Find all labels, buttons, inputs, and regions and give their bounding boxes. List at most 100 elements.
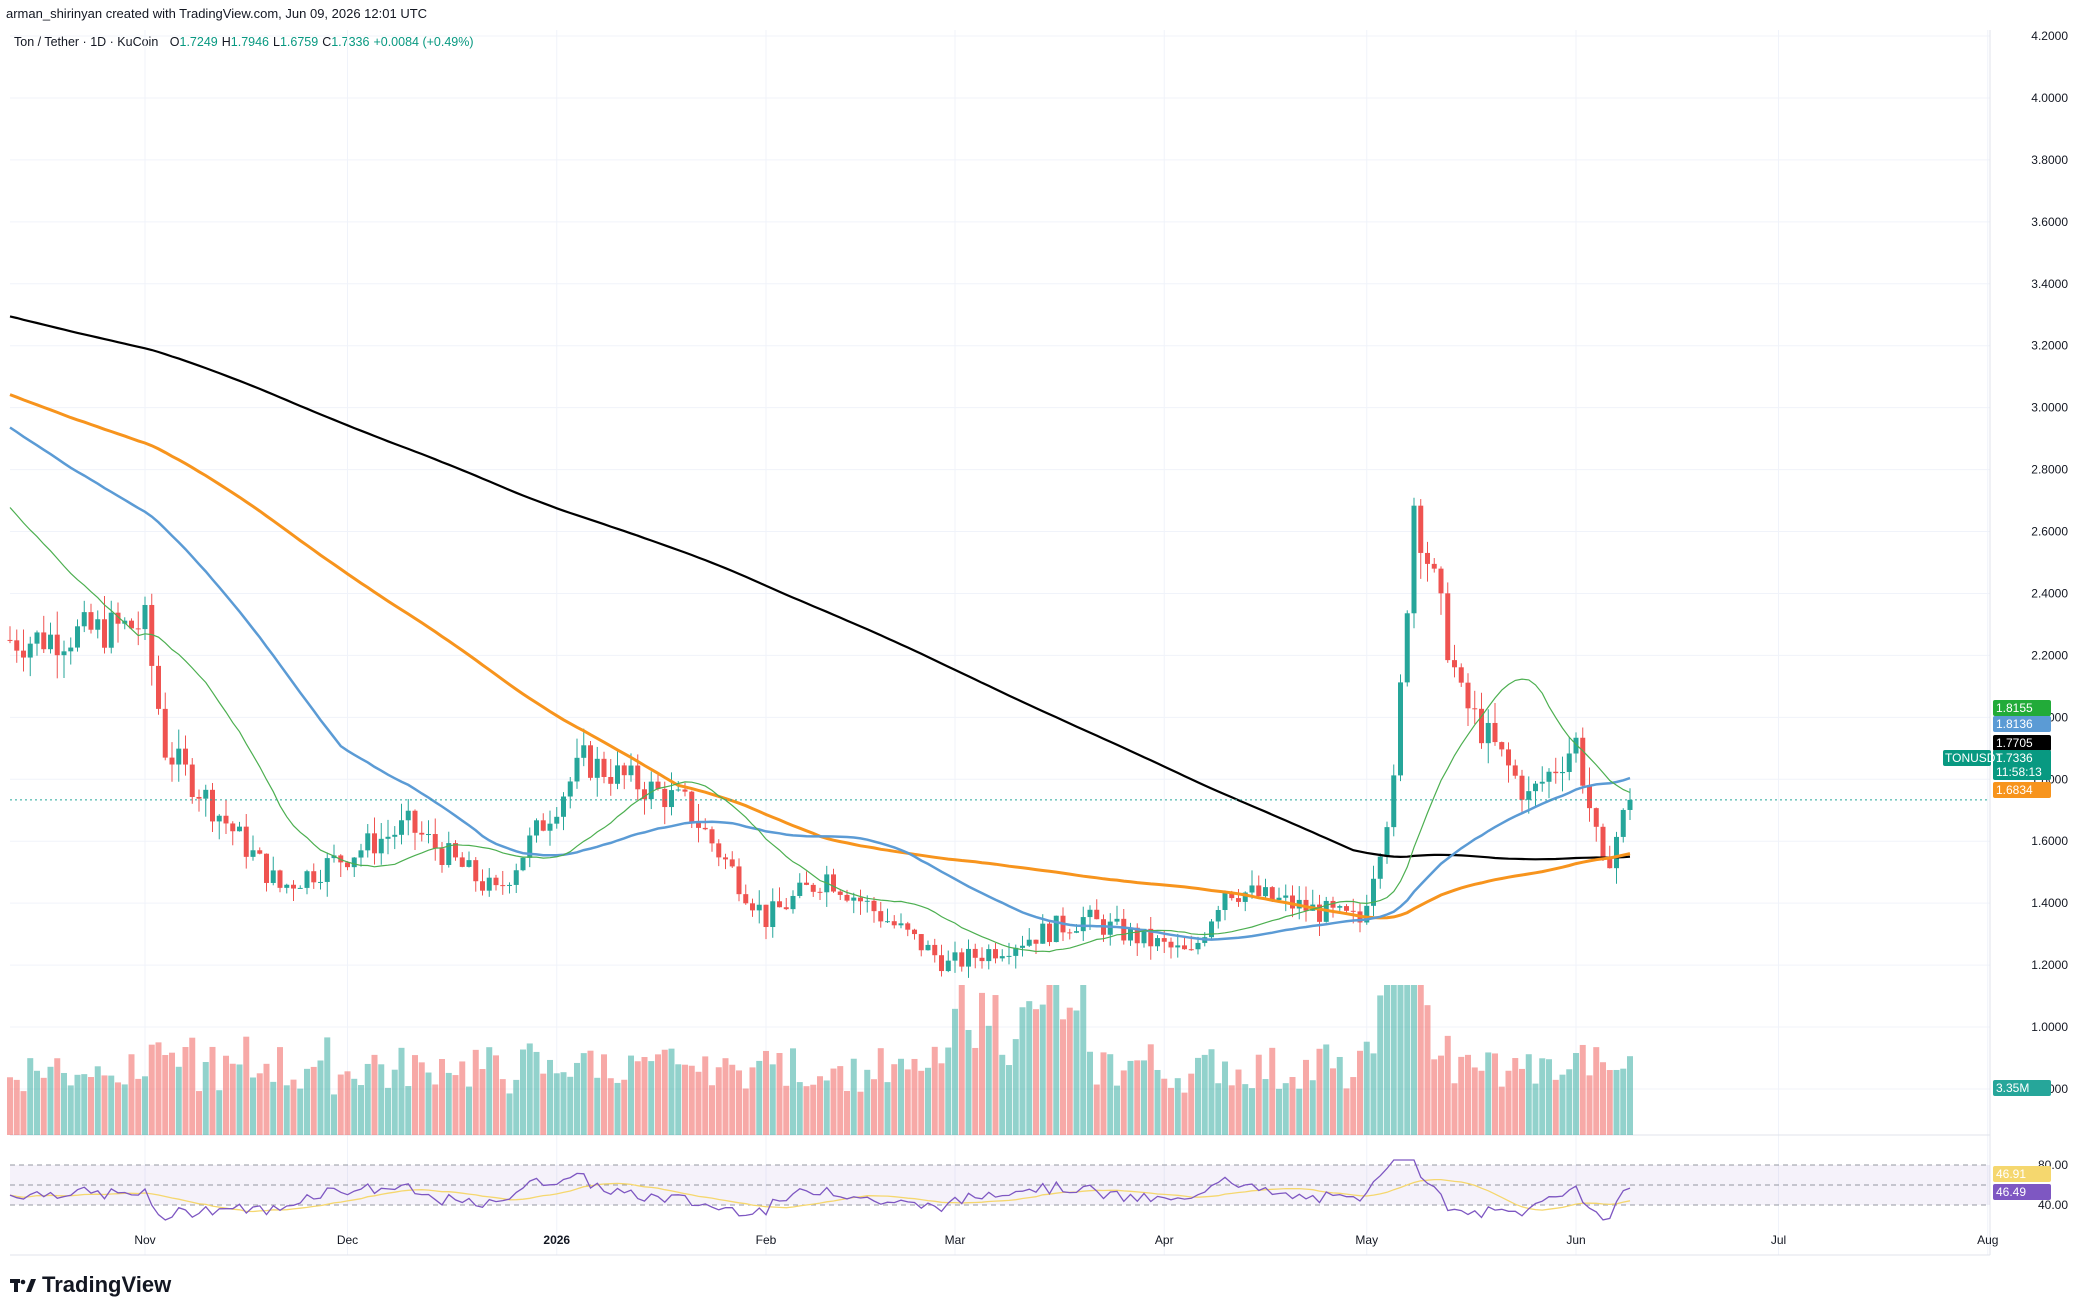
symbol-legend[interactable]: Ton / Tether · 1D · KuCoin O1.7249 H1.794… xyxy=(14,35,474,49)
volume-badge-text: 3.35M xyxy=(1996,1081,2029,1095)
candle-body xyxy=(196,796,202,799)
candle-body xyxy=(1087,909,1093,918)
volume-bar xyxy=(1606,1070,1613,1135)
candle-body xyxy=(284,884,290,888)
candles xyxy=(7,497,1633,978)
last-price-badge-bg xyxy=(1993,750,2051,780)
volume-bar xyxy=(459,1061,466,1135)
ohlc-item: O1.7249 xyxy=(169,35,218,49)
candle-body xyxy=(723,857,728,860)
volume-badge-bg xyxy=(1993,1080,2051,1096)
volume-bar xyxy=(1498,1086,1505,1135)
candle-body xyxy=(21,650,26,658)
volume-bar xyxy=(709,1085,715,1135)
candle-body xyxy=(986,949,992,962)
candle-body xyxy=(527,835,533,858)
candle-body xyxy=(689,791,695,822)
volume-bar xyxy=(277,1047,283,1135)
candle-body xyxy=(831,874,836,892)
candle-body xyxy=(54,634,60,656)
volume-bar xyxy=(466,1086,472,1135)
volume-bar xyxy=(1384,985,1390,1135)
volume-bar xyxy=(223,1055,229,1135)
candle-body xyxy=(972,948,978,958)
candle-body xyxy=(844,894,850,901)
candle-body xyxy=(75,626,80,648)
volume-bar xyxy=(175,1066,182,1135)
candle-body xyxy=(1330,900,1336,908)
volume-bar xyxy=(607,1078,614,1135)
volume-bar xyxy=(1269,1047,1276,1135)
volume-bar xyxy=(722,1058,729,1135)
volume-bar xyxy=(1485,1052,1492,1135)
price-tick-label: 3.6000 xyxy=(2031,215,2068,229)
candle-body xyxy=(1566,753,1572,772)
price-tick-label: 4.0000 xyxy=(2031,91,2068,105)
volume-bar xyxy=(992,995,999,1135)
volume-bar xyxy=(169,1052,175,1135)
candle-body xyxy=(1438,568,1444,594)
volume-bar xyxy=(391,1069,398,1135)
price-axis: 4.2000 4.0000 3.8000 3.6000 3.4000 3.2000 3.00… xyxy=(2031,29,2068,1212)
candle-body xyxy=(1350,910,1356,912)
candle-body xyxy=(1114,918,1120,922)
candle-body xyxy=(473,860,479,882)
ohlc-item: +0.0084 (+0.49%) xyxy=(373,35,474,49)
ma20-badge-text: 1.8155 xyxy=(1996,701,2033,715)
price-tick-label: 3.8000 xyxy=(2031,153,2068,167)
volume-bar xyxy=(81,1074,88,1135)
volume-bar xyxy=(857,1091,864,1135)
volume-bar xyxy=(1444,1035,1451,1135)
volume-bar xyxy=(1087,1051,1093,1135)
candle-body xyxy=(669,790,674,808)
volume-bar xyxy=(283,1085,290,1135)
volume-bar xyxy=(1316,1048,1323,1135)
candle-body xyxy=(932,944,938,956)
candle-body xyxy=(1607,858,1613,869)
volume-bar xyxy=(209,1046,216,1135)
candle-body xyxy=(108,612,114,648)
candle-body xyxy=(1404,613,1410,683)
volume-bar xyxy=(1141,1060,1147,1135)
volume-bar xyxy=(634,1061,641,1135)
candle-body xyxy=(1209,921,1214,938)
candle-body xyxy=(1587,785,1592,809)
candle-body xyxy=(1465,682,1471,709)
candle-body xyxy=(392,834,398,837)
candle-body xyxy=(1519,775,1525,800)
volume-bar xyxy=(371,1054,378,1135)
candle-body xyxy=(372,833,377,854)
candle-body xyxy=(891,921,897,926)
volume-bar xyxy=(1579,1044,1586,1135)
ohlc-item: L1.6759 xyxy=(273,35,319,49)
ma200-line xyxy=(9,315,1631,861)
candle-body xyxy=(1533,783,1538,792)
candle-body xyxy=(1553,771,1559,774)
volume-bar xyxy=(999,1054,1006,1135)
volume-bar xyxy=(1282,1083,1289,1135)
candle-body xyxy=(1033,939,1039,944)
candle-body xyxy=(1269,887,1275,901)
volume-bar xyxy=(1600,1062,1606,1135)
candle-body xyxy=(1290,895,1295,909)
candle-body xyxy=(804,882,809,885)
candle-body xyxy=(702,827,708,830)
volume-bar xyxy=(1613,1069,1620,1135)
last-price-badge-text: 1.7336 xyxy=(1996,751,2033,765)
volume-bar xyxy=(27,1058,34,1135)
candle-body xyxy=(439,848,445,865)
candle-body xyxy=(1215,910,1221,922)
tradingview-logo[interactable]: TradingView xyxy=(10,1272,171,1298)
volume-bar xyxy=(675,1064,682,1135)
candle-body xyxy=(500,885,506,887)
volume-bar xyxy=(695,1071,702,1135)
candle-body xyxy=(777,901,782,908)
volume-bar xyxy=(823,1080,830,1135)
volume-bar xyxy=(1424,1005,1431,1135)
volume-bar xyxy=(310,1066,317,1135)
candle-body xyxy=(331,855,337,859)
volume-bar xyxy=(729,1064,736,1135)
candle-body xyxy=(1492,722,1498,743)
candle-body xyxy=(1627,799,1633,810)
